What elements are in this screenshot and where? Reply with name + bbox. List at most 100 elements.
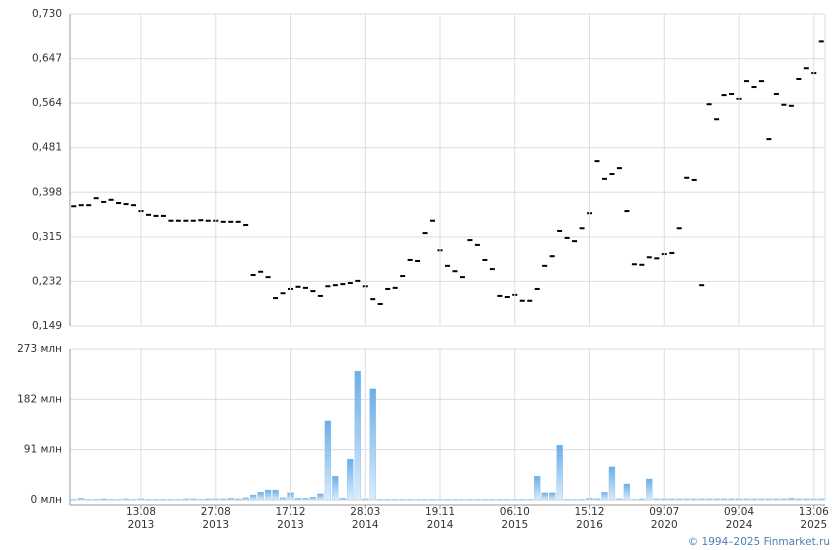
candle — [131, 204, 137, 207]
candle — [572, 240, 578, 243]
volume-bar — [474, 499, 481, 501]
volume-bar — [115, 499, 122, 501]
volume-bar — [347, 458, 354, 501]
volume-bar — [534, 476, 541, 501]
volume-bar — [182, 498, 190, 501]
candle — [639, 263, 645, 266]
candle — [205, 219, 211, 222]
candle — [273, 297, 279, 300]
volume-bar — [175, 499, 182, 501]
candle — [504, 296, 510, 299]
candle — [145, 213, 151, 216]
volume-bar — [190, 498, 197, 501]
volume-bar — [399, 499, 406, 501]
volume-bar — [235, 498, 242, 501]
candle — [624, 210, 630, 213]
volume-bar — [743, 498, 750, 501]
volume-bar — [608, 466, 616, 501]
volume-bar — [160, 499, 167, 501]
volume-bar — [773, 498, 780, 501]
candle — [325, 285, 331, 288]
volume-bar — [549, 492, 556, 501]
volume-bar — [107, 499, 115, 501]
y-tick-label: 0,398 — [32, 186, 62, 198]
volume-bar — [392, 499, 399, 501]
volume-bar — [451, 499, 459, 501]
volume-bar — [623, 483, 631, 501]
volume-bar — [750, 498, 758, 501]
y-tick-label: 0,481 — [32, 142, 62, 154]
candle — [781, 103, 787, 106]
candle — [220, 220, 226, 223]
candle — [78, 204, 84, 207]
candle — [631, 263, 637, 266]
volume-bar — [250, 494, 257, 501]
x-tick-part: 2013 — [128, 519, 155, 531]
candle — [168, 219, 174, 222]
candle — [430, 219, 436, 222]
x-tick-part: 2020 — [651, 519, 678, 531]
candle — [489, 268, 495, 271]
candle — [467, 239, 473, 242]
candle — [646, 256, 652, 259]
volume-bar — [638, 498, 645, 501]
candle — [796, 77, 802, 80]
candle — [93, 197, 99, 200]
volume-bar — [78, 498, 85, 501]
candle — [684, 176, 690, 179]
candle — [175, 219, 181, 222]
volume-bar — [780, 498, 788, 501]
candle — [385, 287, 391, 290]
candle — [527, 299, 533, 302]
y-tick-label: 273 млн — [17, 343, 62, 355]
volume-bar — [197, 499, 204, 501]
candle — [258, 270, 264, 273]
candle — [766, 138, 772, 141]
volume-bar — [354, 370, 361, 501]
volume-bar — [481, 499, 489, 501]
volume-bar — [167, 499, 175, 501]
volume-bar — [788, 498, 795, 501]
y-tick-label: 0,149 — [32, 320, 62, 332]
volume-bar — [571, 499, 578, 501]
volume-bar — [100, 498, 107, 501]
volume-bar — [496, 499, 503, 501]
candle — [803, 67, 809, 70]
candle — [332, 284, 338, 287]
candle — [601, 177, 607, 180]
candle — [676, 227, 682, 230]
volume-bar — [309, 497, 317, 501]
candle — [654, 257, 660, 260]
candle — [160, 214, 166, 217]
x-tick-part: 2015 — [501, 519, 528, 531]
footer[interactable]: © 1994–2025 Finmarket.ru — [688, 536, 830, 548]
candle — [459, 276, 465, 279]
volume-bar — [317, 493, 324, 501]
volume-bar — [676, 498, 683, 501]
volume-bar — [698, 498, 705, 501]
volume-bar — [705, 498, 713, 501]
candle — [228, 220, 234, 223]
candle — [101, 200, 107, 203]
candle — [751, 86, 757, 89]
volume-bar — [294, 498, 302, 501]
y-tick-label: 0,315 — [32, 231, 62, 243]
volume-bar — [489, 499, 496, 501]
x-tick-part: 13.08 — [126, 506, 156, 518]
volume-bar — [264, 489, 272, 501]
volume-bar — [384, 499, 391, 501]
volume-bar — [272, 489, 279, 501]
candle — [482, 258, 488, 261]
candle — [190, 219, 196, 222]
candle — [542, 264, 548, 267]
volume-bar — [466, 499, 474, 501]
x-tick-part: 2013 — [277, 519, 304, 531]
volume-bar — [257, 492, 264, 501]
candle — [198, 219, 204, 222]
x-tick-label: 09.07 2020 — [649, 506, 679, 531]
volume-bar — [541, 492, 548, 501]
candle — [407, 258, 413, 261]
candle — [564, 236, 570, 239]
x-tick-label: 06.10 2015 — [500, 506, 530, 531]
volume-bar — [227, 498, 234, 501]
